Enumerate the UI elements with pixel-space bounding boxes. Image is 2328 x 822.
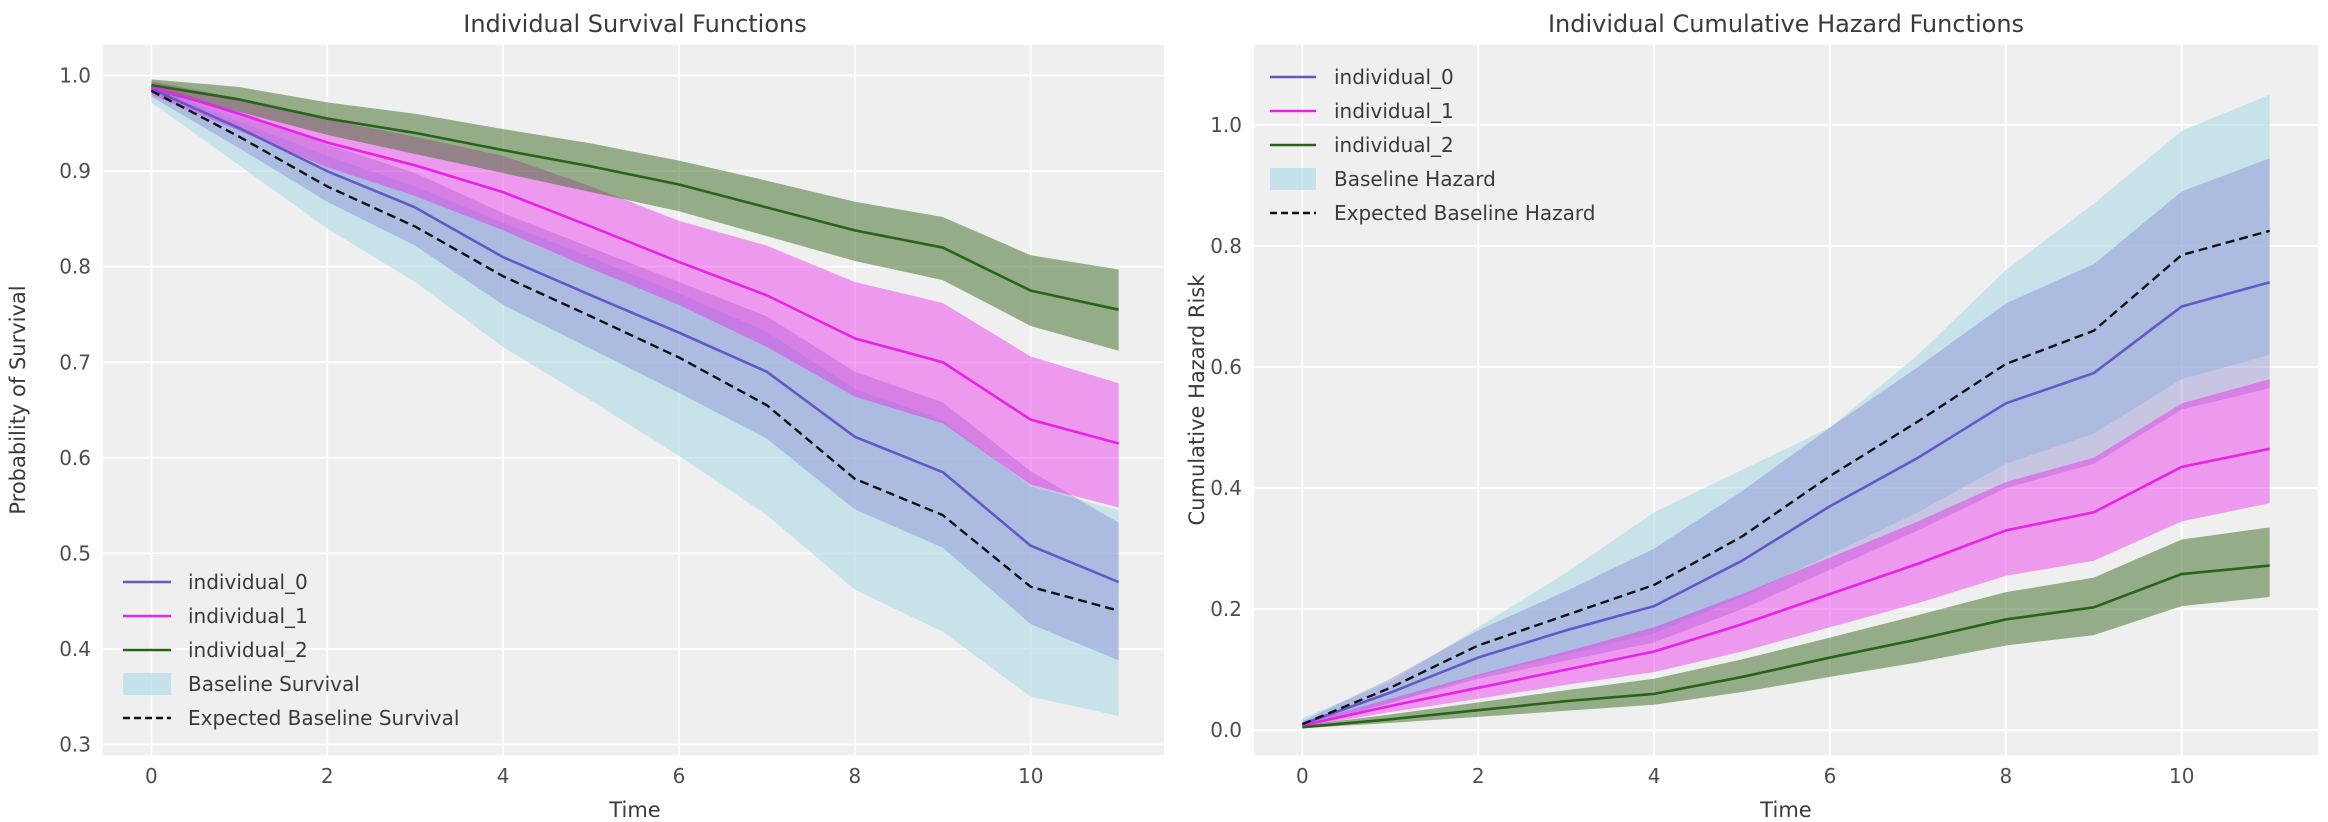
- hazard-chart: 0 2 4 6 8 10 0.0 0.2 0.4 0.6 0.8 1.0 Time Cumulative …: [1164, 0, 2328, 822]
- expected-baseline-hazard-line: [1301, 229, 2270, 726]
- svg-text:10: 10: [1018, 764, 1043, 788]
- individual_2-line: [1302, 564, 2270, 729]
- chart-title: Individual Cumulative Hazard Functions: [1548, 10, 2024, 38]
- svg-text:0.5: 0.5: [59, 541, 91, 565]
- svg-text:0: 0: [1296, 764, 1309, 788]
- legend-label: Baseline Survival: [188, 672, 360, 696]
- svg-text:2: 2: [321, 764, 334, 788]
- legend-label: Expected Baseline Hazard: [1334, 201, 1595, 225]
- expected-baseline-survival-line: [150, 89, 1119, 612]
- svg-text:0.6: 0.6: [59, 446, 91, 470]
- legend-label: individual_2: [188, 638, 308, 662]
- legend-label: individual_2: [1334, 133, 1454, 157]
- legend-item-individual_2: individual_2: [123, 638, 308, 662]
- legend: individual_0 individual_1 individual_2 Base…: [123, 570, 459, 730]
- baseline-hazard-band: [1302, 94, 2270, 728]
- individual_2-band: [151, 79, 1119, 351]
- confidence-bands: [1302, 94, 2270, 729]
- legend-label: individual_0: [1334, 65, 1454, 89]
- y-axis-label: Cumulative Hazard Risk: [1185, 274, 1209, 526]
- legend-label: Expected Baseline Survival: [188, 706, 459, 730]
- series-lines: [1301, 229, 2270, 729]
- individual_1-band: [1302, 379, 2270, 728]
- svg-text:1.0: 1.0: [1210, 113, 1242, 137]
- svg-text:0.4: 0.4: [1210, 476, 1242, 500]
- svg-text:0.8: 0.8: [1210, 234, 1242, 258]
- svg-text:10: 10: [2169, 764, 2194, 788]
- x-tick-labels: 0 2 4 6 8 10: [1296, 764, 2194, 788]
- individual_1-band: [151, 81, 1119, 508]
- legend-label: individual_1: [1334, 99, 1454, 123]
- legend-item-individual_0: individual_0: [1270, 65, 1454, 89]
- legend-item-Baseline Hazard: Baseline Hazard: [1270, 167, 1496, 191]
- y-tick-labels: 0.3 0.4 0.5 0.6 0.7 0.8 0.9 1.0: [59, 64, 91, 757]
- x-axis-label: Time: [608, 798, 660, 822]
- individual_1-line: [150, 85, 1119, 445]
- svg-text:0: 0: [145, 764, 158, 788]
- svg-text:8: 8: [1999, 764, 2012, 788]
- individual_0-line: [150, 87, 1120, 584]
- svg-text:6: 6: [673, 764, 686, 788]
- svg-text:0.2: 0.2: [1210, 597, 1242, 621]
- legend-item-individual_0: individual_0: [123, 570, 308, 594]
- individual_2-line: [151, 83, 1119, 311]
- svg-text:0.6: 0.6: [1210, 355, 1242, 379]
- baseline-survival-band: [151, 85, 1119, 716]
- legend-patch-swatch: [123, 673, 171, 695]
- legend-item-individual_2: individual_2: [1270, 133, 1454, 157]
- svg-text:0.0: 0.0: [1210, 718, 1242, 742]
- hazard-plot: 0 2 4 6 8 10 0.0 0.2 0.4 0.6 0.8 1.0 Time Cumulative …: [1185, 10, 2318, 822]
- svg-text:4: 4: [497, 764, 510, 788]
- legend: individual_0 individual_1 individual_2 Base…: [1270, 65, 1595, 225]
- y-tick-labels: 0.0 0.2 0.4 0.6 0.8 1.0: [1210, 113, 1242, 742]
- svg-text:2: 2: [1472, 764, 1485, 788]
- legend-item-individual_1: individual_1: [123, 604, 308, 628]
- legend-patch-swatch: [1270, 168, 1316, 190]
- confidence-bands: [151, 79, 1119, 716]
- svg-text:8: 8: [848, 764, 861, 788]
- legend-item-Expected Baseline Hazard: Expected Baseline Hazard: [1270, 201, 1595, 225]
- legend-label: individual_0: [188, 570, 308, 594]
- chart-title: Individual Survival Functions: [463, 10, 807, 38]
- survival-chart: 0 2 4 6 8 10 0.3 0.4 0.5 0.6 0.7 0.8 0.9 1.0 Time Proba…: [6, 10, 1164, 822]
- legend-label: Baseline Hazard: [1334, 167, 1496, 191]
- x-tick-labels: 0 2 4 6 8 10: [145, 764, 1043, 788]
- series-lines: [150, 83, 1120, 612]
- svg-text:0.3: 0.3: [59, 732, 91, 756]
- individual_1-line: [1302, 447, 2270, 727]
- individual_0-line: [1301, 281, 2270, 726]
- survival-plot: 0 2 4 6 8 10 0.3 0.4 0.5 0.6 0.7 0.8 0.9 1.0 Time Proba…: [6, 10, 1164, 822]
- individual_2-band: [1302, 527, 2270, 729]
- svg-text:4: 4: [1648, 764, 1661, 788]
- svg-text:0.9: 0.9: [59, 159, 91, 183]
- legend-item-individual_1: individual_1: [1270, 99, 1454, 123]
- legend-label: individual_1: [188, 604, 308, 628]
- svg-text:6: 6: [1824, 764, 1837, 788]
- svg-text:0.4: 0.4: [59, 637, 91, 661]
- y-axis-label: Probability of Survival: [6, 285, 30, 514]
- svg-text:1.0: 1.0: [59, 64, 91, 88]
- legend-item-Baseline Survival: Baseline Survival: [123, 672, 360, 696]
- x-axis-label: Time: [1759, 798, 1811, 822]
- individual_0-band: [1302, 158, 2270, 728]
- individual_0-band: [151, 83, 1119, 661]
- svg-text:0.7: 0.7: [59, 350, 91, 374]
- legend-item-Expected Baseline Survival: Expected Baseline Survival: [123, 706, 459, 730]
- svg-text:0.8: 0.8: [59, 255, 91, 279]
